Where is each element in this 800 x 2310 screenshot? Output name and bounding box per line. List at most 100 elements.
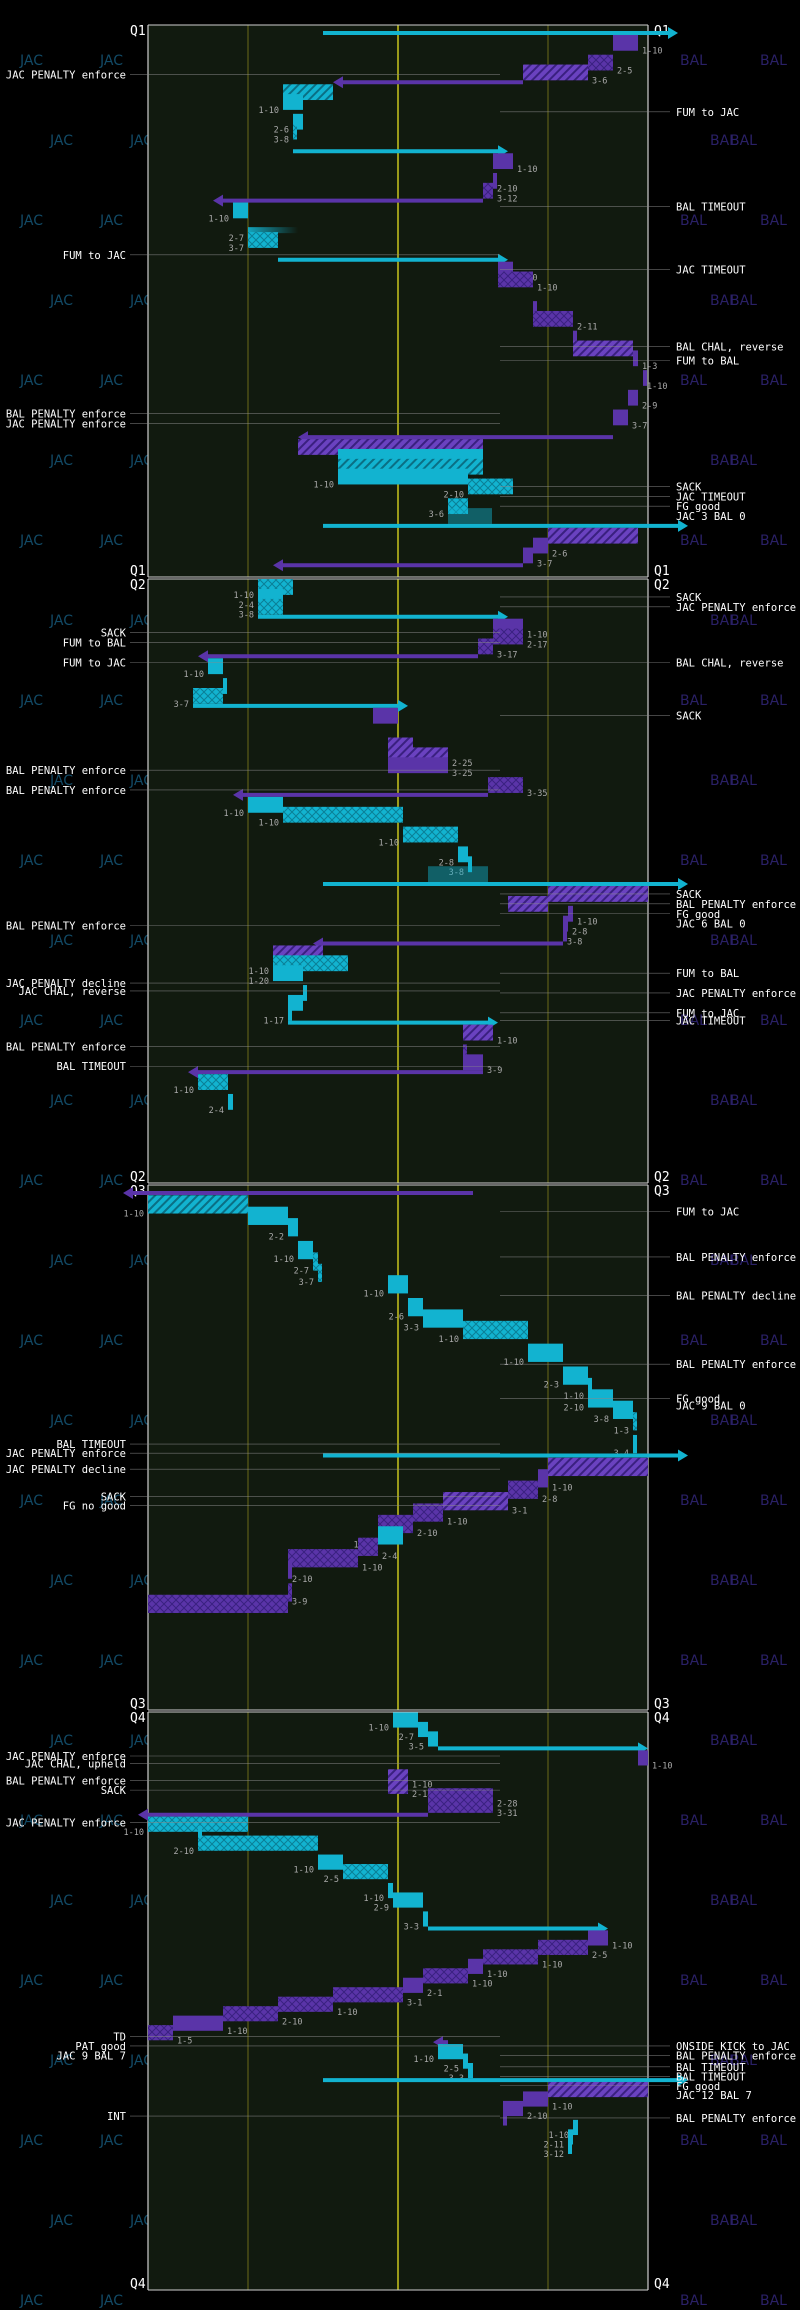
down-distance-label: 1-10 (439, 1335, 459, 1345)
watermark-bal: BAL (710, 133, 737, 149)
watermark-jac: JAC (49, 2053, 73, 2069)
watermark-jac: JAC (99, 1173, 123, 1189)
bal-run-bar (643, 370, 647, 386)
watermark-jac: JAC (49, 1573, 73, 1589)
jac-run-bar (303, 985, 307, 1001)
watermark-jac: JAC (99, 1653, 123, 1669)
watermark-bal: BAL (680, 1813, 707, 1829)
jac-pass-bar (198, 1835, 318, 1851)
down-distance-label: 1-10 (552, 2103, 572, 2113)
jac-run-bar (393, 1712, 418, 1728)
watermark-jac: JAC (19, 533, 43, 549)
bal-pass-bar (588, 54, 613, 71)
watermark-jac: JAC (49, 933, 73, 949)
bal-run-bar (523, 547, 533, 564)
jac-pass-bar (463, 1320, 528, 1340)
bal-run-bar (628, 389, 638, 406)
event-label-left: BAL PENALTY enforce (6, 408, 126, 420)
watermark-bal: BAL (710, 293, 737, 309)
bal-pass-bar (148, 2025, 173, 2041)
watermark-bal: BAL (730, 453, 757, 469)
down-distance-label: 1-10 (209, 214, 229, 224)
jac-kick-arrowhead (668, 27, 678, 39)
watermark-jac: JAC (49, 133, 73, 149)
event-label-left: JAC PENALTY decline (6, 978, 126, 990)
jac-run-bar (633, 1434, 637, 1454)
event-label-right: ONSIDE KICK to JAC (676, 2041, 790, 2053)
watermark-bal: BAL (710, 1573, 737, 1589)
watermark-jac: JAC (129, 2053, 153, 2069)
down-distance-label: 1-10 (362, 1563, 382, 1573)
jac-run-bar (428, 1731, 438, 1747)
watermark-bal: BAL (680, 1173, 707, 1189)
watermark-jac: JAC (19, 693, 43, 709)
quarter-label-top-left: Q1 (130, 24, 146, 39)
down-distance-label: 2-6 (552, 549, 567, 559)
watermark-bal: BAL (710, 773, 737, 789)
bal-run-bar (388, 757, 448, 774)
down-distance-label: 3-6 (429, 510, 444, 520)
jac-run-bar (468, 856, 472, 873)
jac-pass-bar (293, 123, 297, 140)
down-distance-label: 1-10 (364, 1289, 384, 1299)
watermark-bal: BAL (730, 1893, 757, 1909)
watermark-bal: BAL (760, 853, 787, 869)
bal-pass-bar (423, 1968, 468, 1984)
quarter-label-bottom-left: Q1 (130, 564, 146, 579)
event-label-left: JAC PENALTY enforce (6, 418, 126, 430)
bal-run-bar (533, 537, 548, 554)
bal-pass-bar (463, 1044, 467, 1061)
jac-pass-bar (248, 232, 278, 248)
event-label-left: FUM to BAL (63, 637, 126, 649)
down-distance-label: 1-3 (642, 362, 657, 372)
down-distance-label: 2-4 (382, 1552, 397, 1562)
bal-penalty-bar (548, 2081, 648, 2098)
down-distance-label: 1-10 (549, 2131, 569, 2141)
watermark-jac: JAC (99, 853, 123, 869)
bal-pass-bar (428, 1797, 493, 1813)
bal-punt-arrowhead (198, 650, 208, 663)
down-distance-label: 3-25 (452, 769, 472, 779)
down-distance-label: 1-10 (259, 819, 279, 829)
jac-run-bar (293, 113, 303, 130)
event-label-right: FUM to JAC (676, 1008, 739, 1020)
jac-run-bar (248, 1206, 288, 1225)
event-label-right: FG good (676, 1393, 720, 1405)
down-distance-label: 1-10 (497, 1036, 517, 1046)
quarter-label-bottom-right: Q4 (654, 2277, 670, 2292)
watermark-jac: JAC (99, 1493, 123, 1509)
watermark-jac: JAC (129, 773, 153, 789)
bal-kick-arrowhead (123, 1187, 133, 1199)
down-distance-label: 3-1 (407, 1998, 422, 2008)
jac-sack-bar (428, 866, 488, 883)
quarter-label-bottom-right: Q1 (654, 564, 670, 579)
watermark-jac: JAC (49, 1093, 73, 1109)
jac-run-bar (393, 1892, 423, 1908)
down-distance-label: 2-7 (229, 234, 244, 244)
bal-pass-bar (358, 1537, 378, 1556)
down-distance-label: 3-1 (512, 1506, 527, 1516)
event-label-left: JAC PENALTY enforce (6, 1817, 126, 1829)
watermark-bal: BAL (710, 2213, 737, 2229)
event-label-right: JAC PENALTY enforce (676, 988, 796, 1000)
down-distance-label: 1-10 (227, 2027, 247, 2037)
bal-run-bar (563, 925, 567, 942)
jac-run-bar (388, 1882, 393, 1899)
down-distance-label: 1-10 (487, 1970, 507, 1980)
quarter-label-bottom-left: Q2 (130, 1170, 146, 1185)
event-label-left: JAC CHAL, reverse (19, 986, 126, 998)
bal-pass-bar (483, 1949, 538, 1965)
down-distance-label: 1-5 (177, 2036, 192, 2046)
event-label-right: JAC 3 BAL 0 (676, 511, 746, 523)
bal-pass-bar (413, 1503, 443, 1522)
bal-pass-bar (493, 628, 523, 645)
bal-run-bar (173, 2015, 223, 2031)
event-label-left: JAC 9 BAL 7 (56, 2050, 126, 2062)
bal-punt-arrowhead (188, 1066, 198, 1079)
down-distance-label: 1-10 (224, 809, 244, 819)
down-distance-label: 3-3 (404, 1923, 419, 1933)
bal-pass-bar (333, 1987, 403, 2003)
down-distance-label: 2-5 (617, 66, 632, 76)
watermark-bal: BAL (760, 1493, 787, 1509)
watermark-bal: BAL (680, 693, 707, 709)
